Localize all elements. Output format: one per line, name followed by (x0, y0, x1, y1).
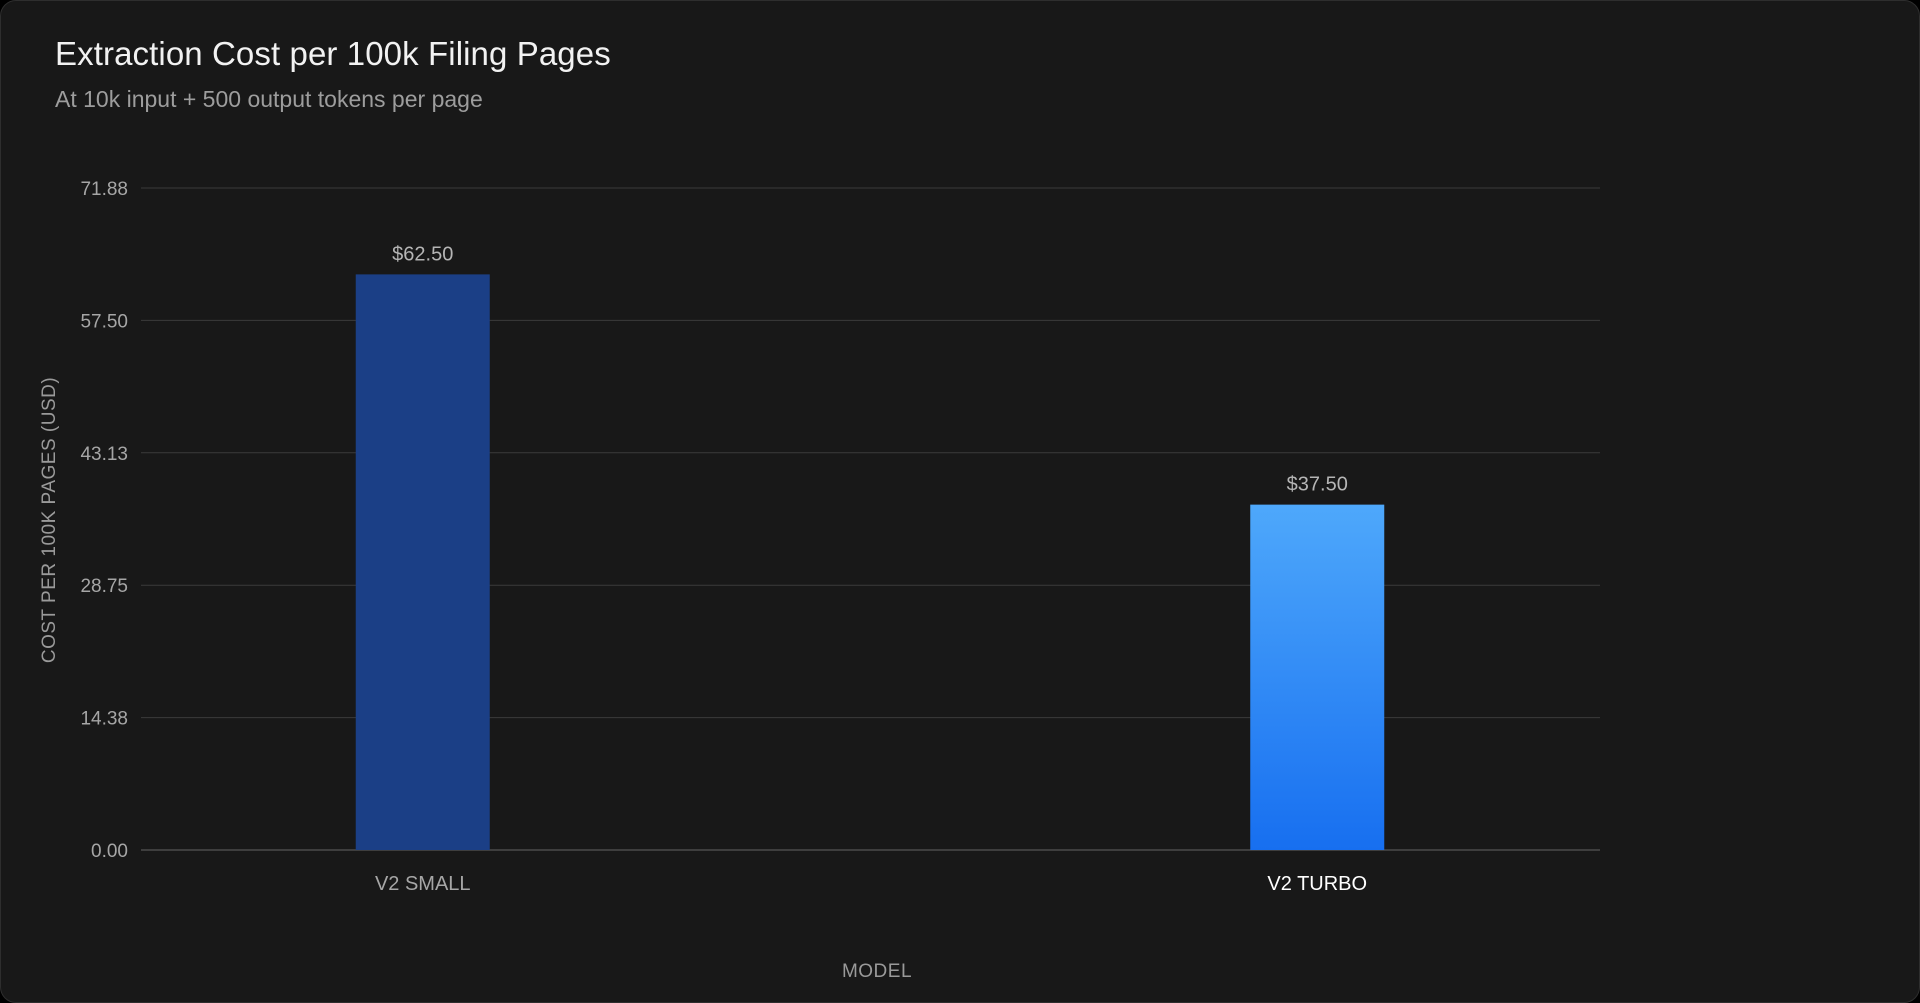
bar-value-label: $62.50 (392, 243, 453, 265)
bar-value-label: $37.50 (1287, 474, 1348, 496)
y-tick-label: 28.75 (80, 576, 128, 597)
y-tick-label: 0.00 (91, 841, 128, 862)
chart-title: Extraction Cost per 100k Filing Pages (55, 35, 611, 72)
x-axis-categories: V2 SMALL V2 TURBO (375, 873, 1367, 895)
y-axis-ticks: 0.00 14.38 28.75 43.13 57.50 71.88 (80, 179, 128, 862)
x-category-label: V2 SMALL (375, 873, 471, 895)
x-category-label: V2 TURBO (1267, 873, 1367, 895)
y-tick-label: 14.38 (80, 709, 128, 730)
y-tick-label: 57.50 (80, 311, 128, 332)
y-axis-title: COST PER 100K PAGES (USD) (39, 377, 60, 663)
chart-subtitle: At 10k input + 500 output tokens per pag… (55, 86, 483, 112)
value-labels: $62.50 $37.50 (392, 243, 1348, 495)
bar-v2-turbo[interactable] (1250, 504, 1385, 850)
y-tick-label: 71.88 (80, 179, 128, 200)
bars (355, 274, 1385, 850)
y-tick-label: 43.13 (80, 444, 128, 465)
x-axis-title: MODEL (842, 961, 912, 982)
bar-v2-small[interactable] (355, 274, 490, 850)
